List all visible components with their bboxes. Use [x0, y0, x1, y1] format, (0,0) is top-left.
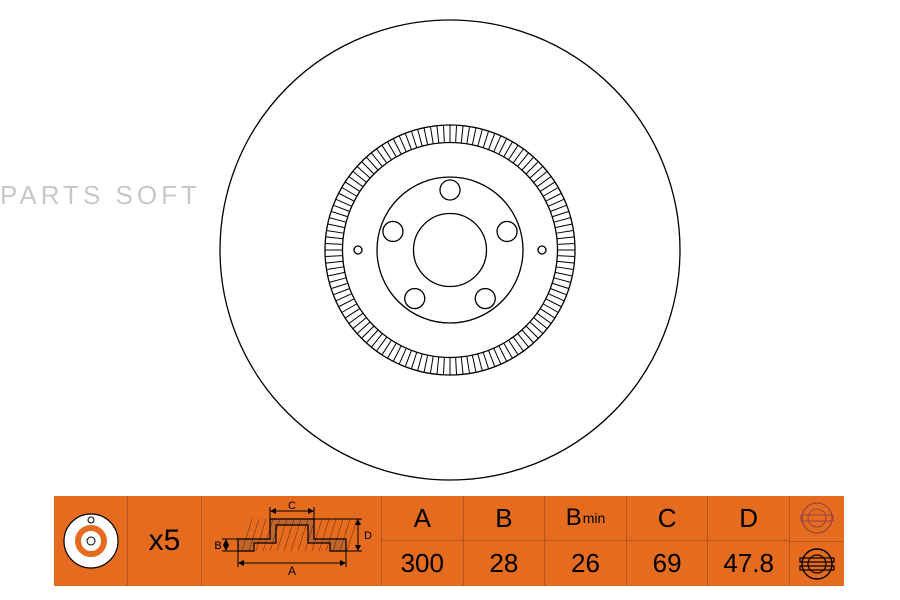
dim-header-D: D	[708, 496, 790, 541]
dim-value-B: 28	[464, 541, 546, 586]
bolt-multiplier: x5	[128, 496, 202, 586]
dim-header-Bmin: Bmin	[545, 496, 627, 541]
bolt-pattern-icon	[54, 496, 128, 586]
brake-disc-diagram	[200, 0, 700, 500]
disc-type-icons	[790, 496, 844, 586]
dim-header-A: A	[382, 496, 464, 541]
dim-value-A: 300	[382, 541, 464, 586]
dim-header-B: B	[464, 496, 546, 541]
dim-header-C: C	[627, 496, 709, 541]
svg-text:A: A	[287, 564, 295, 578]
dimension-table: A B Bmin C D 300 28 26 69 47.8	[382, 496, 790, 586]
vented-disc-icon	[790, 542, 844, 587]
solid-disc-icon	[790, 496, 844, 542]
svg-text:D: D	[364, 530, 372, 542]
cross-section-diagram: A C B D	[202, 496, 382, 586]
spec-bar: x5 A C B D A B Bmin C D 300 28 26 69 47.8	[54, 496, 844, 586]
watermark-text: PARTS SOFT	[0, 180, 201, 211]
svg-text:C: C	[288, 501, 296, 512]
dim-value-Bmin: 26	[545, 541, 627, 586]
svg-text:B: B	[214, 540, 221, 552]
dim-value-C: 69	[627, 541, 709, 586]
dim-value-D: 47.8	[708, 541, 790, 586]
